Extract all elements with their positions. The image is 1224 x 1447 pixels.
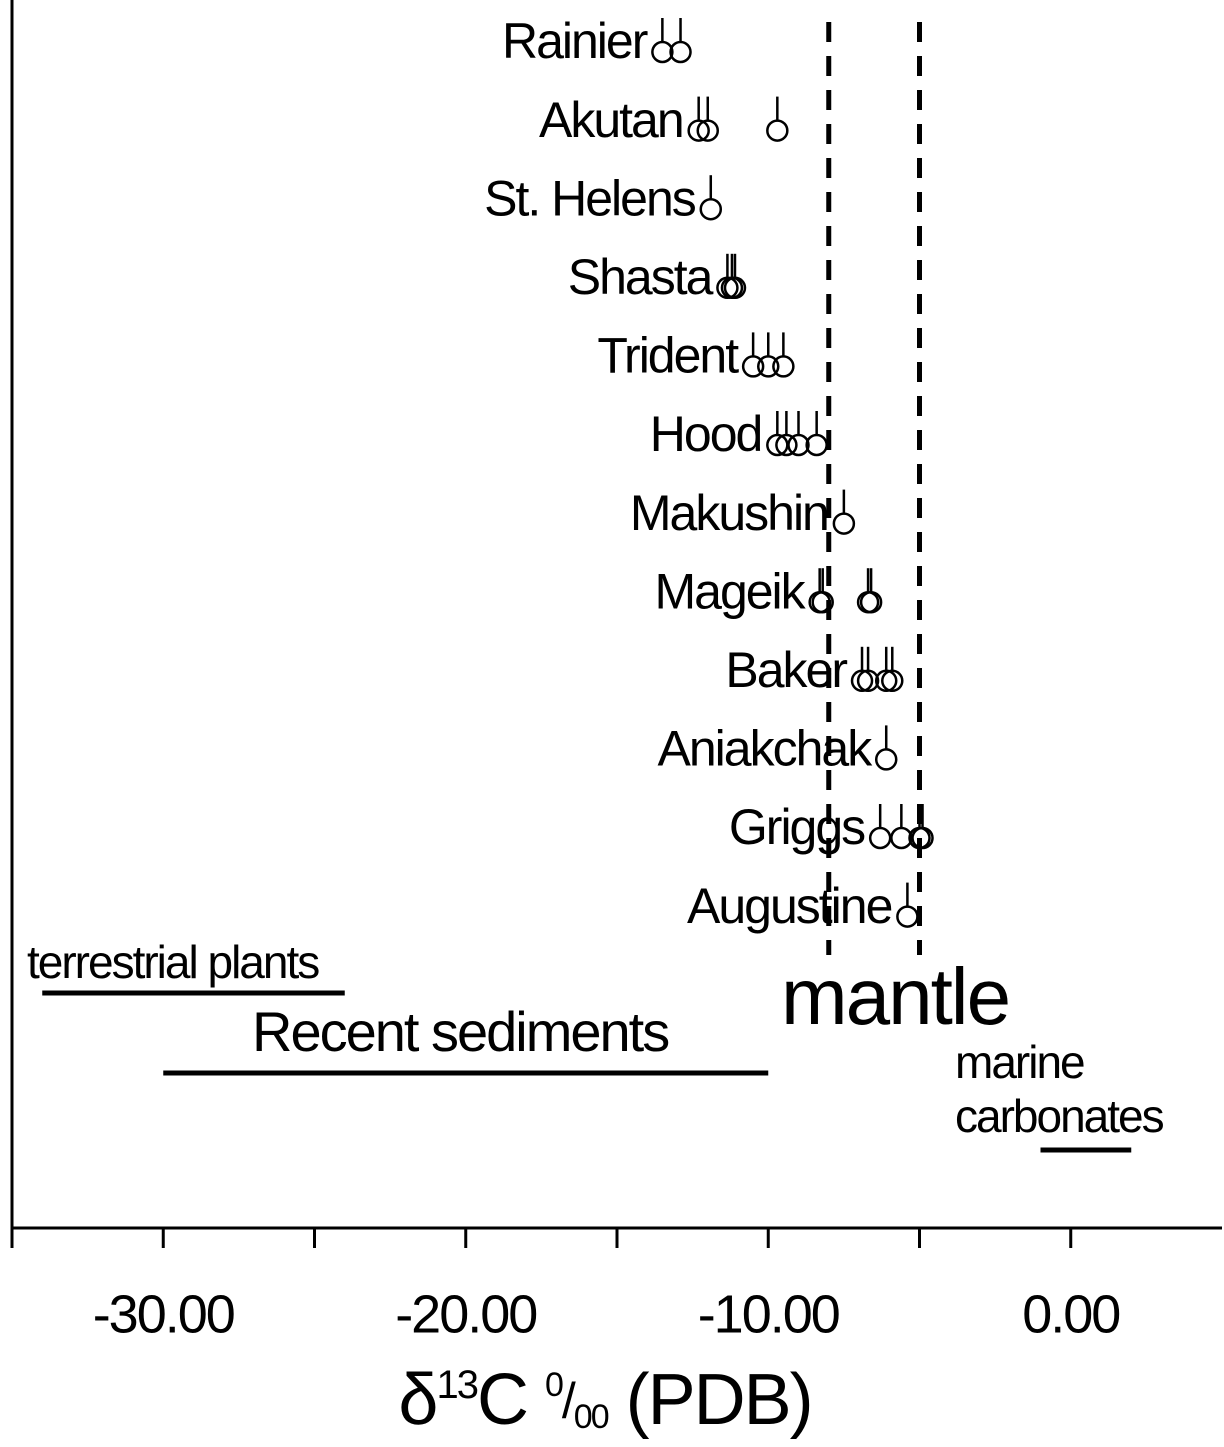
- dot: [896, 882, 919, 928]
- x-axis-label-part: (PDB): [608, 1360, 812, 1440]
- dot-circle: [805, 433, 828, 457]
- dot: [741, 332, 765, 378]
- x-axis-label-part: δ: [398, 1360, 436, 1440]
- dot: [881, 646, 904, 693]
- dot: [699, 175, 723, 221]
- dot-circle: [741, 355, 765, 378]
- dot-circle: [850, 669, 874, 693]
- dot-circle: [696, 119, 719, 142]
- category-label: Makushin: [630, 485, 828, 541]
- category-label: Akutan: [539, 92, 683, 148]
- dot-circle: [687, 119, 710, 142]
- dot: [890, 804, 913, 850]
- reference-label: mantle: [781, 952, 1009, 1041]
- dot: [868, 804, 892, 850]
- dot: [669, 18, 692, 64]
- category-label: Trident: [597, 328, 739, 384]
- dot: [757, 332, 780, 378]
- dot: [687, 96, 710, 142]
- x-axis-label-part: 13: [436, 1363, 477, 1407]
- dot-circle: [874, 669, 898, 693]
- dot-circle: [874, 748, 898, 771]
- dot-circle: [757, 355, 780, 378]
- dot-circle: [651, 40, 674, 64]
- category-label: Baker: [725, 642, 847, 698]
- dot: [911, 804, 934, 850]
- dot-circle: [775, 433, 798, 457]
- dot: [811, 568, 834, 614]
- x-axis-label-part: C: [477, 1360, 545, 1440]
- dot: [874, 725, 898, 771]
- dot: [696, 96, 719, 142]
- dot-circle: [669, 40, 692, 64]
- x-tick-label: -10.00: [698, 1284, 839, 1344]
- x-axis-label-part: 00: [574, 1398, 609, 1436]
- range-label: Recent sediments: [252, 1000, 668, 1063]
- dot: [651, 18, 674, 64]
- dot-circle: [832, 512, 856, 535]
- dot: [772, 332, 795, 378]
- category-label: Augustine: [687, 878, 892, 934]
- dot-circle: [766, 119, 789, 142]
- dot: [787, 411, 810, 457]
- dot: [859, 568, 883, 614]
- dot: [723, 253, 747, 300]
- dot: [775, 411, 798, 457]
- dot-circle: [787, 433, 810, 457]
- x-tick-label: -30.00: [93, 1284, 234, 1344]
- dot-circle: [896, 905, 919, 928]
- dot-circle: [859, 590, 883, 614]
- category-label: Aniakchak: [658, 721, 874, 777]
- dot-circle: [911, 826, 934, 850]
- dot-circle: [868, 826, 892, 850]
- range-label: terrestrial plants: [27, 936, 319, 988]
- dot: [856, 646, 880, 693]
- category-label: St. Helens: [484, 170, 696, 226]
- dot: [850, 646, 874, 693]
- category-label: Rainier: [502, 13, 648, 69]
- dot-circle: [811, 590, 834, 614]
- dot: [805, 411, 828, 457]
- dot-circle: [881, 669, 904, 693]
- dot: [832, 489, 856, 535]
- dot-circle: [856, 669, 880, 693]
- dot-circle: [699, 197, 723, 221]
- category-label: Mageik: [654, 563, 806, 619]
- dot-circle: [723, 276, 747, 300]
- dot: [874, 646, 898, 693]
- x-axis-label-part: 0: [545, 1366, 563, 1404]
- range-label: carbonates: [955, 1090, 1164, 1142]
- category-label: Shasta: [568, 249, 714, 305]
- category-label: Hood: [650, 406, 762, 462]
- category-label: Griggs: [729, 799, 865, 855]
- x-tick-label: -20.00: [395, 1284, 536, 1344]
- range-label: marine: [955, 1036, 1084, 1088]
- x-axis-label: δ13C 0/00 (PDB): [398, 1360, 811, 1440]
- dot-circle: [772, 355, 795, 378]
- dot: [766, 96, 789, 142]
- x-tick-label: 0.00: [1022, 1284, 1119, 1344]
